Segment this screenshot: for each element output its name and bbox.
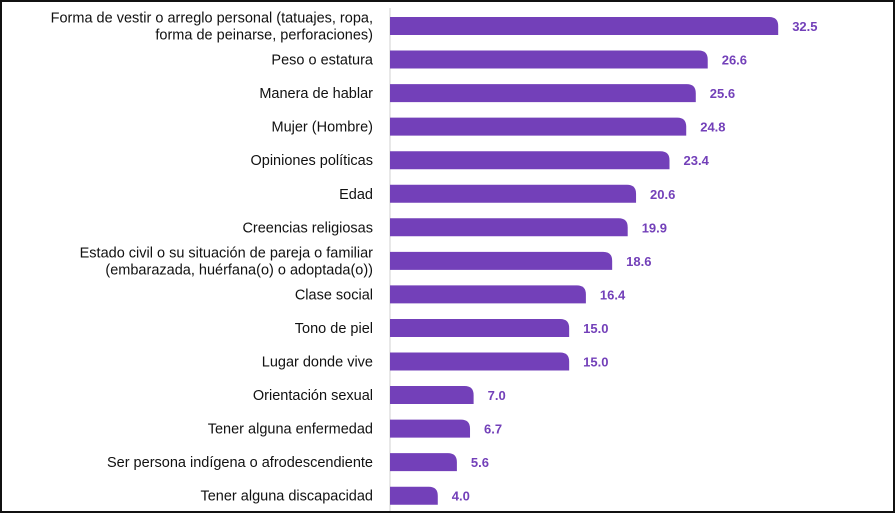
value-label: 24.8 xyxy=(700,120,725,135)
bar xyxy=(390,117,687,136)
value-label: 26.6 xyxy=(722,53,747,68)
category-label: Forma de vestir o arreglo personal (tatu… xyxy=(51,11,373,44)
bar xyxy=(390,386,474,405)
value-label: 20.6 xyxy=(650,187,675,202)
category-labels-layer: Forma de vestir o arreglo personal (tatu… xyxy=(51,11,374,505)
bar xyxy=(390,151,670,170)
category-label: Manera de hablar xyxy=(259,86,373,102)
category-label-line: forma de peinarse, perforaciones) xyxy=(155,28,373,44)
category-label: Tono de piel xyxy=(295,321,373,337)
category-label-line: Tono de piel xyxy=(295,321,373,337)
bar xyxy=(390,318,570,337)
value-label: 15.0 xyxy=(583,355,608,370)
value-label: 23.4 xyxy=(684,153,710,168)
value-label: 15.0 xyxy=(583,321,608,336)
category-label: Estado civil o su situación de pareja o … xyxy=(80,245,374,278)
category-label: Peso o estatura xyxy=(271,53,373,69)
bar xyxy=(390,419,471,438)
value-label: 19.9 xyxy=(642,220,667,235)
value-label: 4.0 xyxy=(452,489,470,504)
category-label-line: Creencias religiosas xyxy=(242,220,373,236)
category-label-line: Peso o estatura xyxy=(271,53,373,69)
category-label-line: Tener alguna enfermedad xyxy=(208,422,373,438)
bar xyxy=(390,184,637,203)
value-label: 16.4 xyxy=(600,287,626,302)
category-label-line: Clase social xyxy=(295,287,373,303)
bar xyxy=(390,17,779,35)
bar xyxy=(390,352,570,371)
category-label-line: Mujer (Hombre) xyxy=(271,120,373,136)
category-label: Orientación sexual xyxy=(253,388,373,404)
category-label: Edad xyxy=(339,187,373,203)
value-label: 6.7 xyxy=(484,422,502,437)
value-label: 5.6 xyxy=(471,455,489,470)
category-label: Lugar donde vive xyxy=(262,355,373,371)
category-label-line: Lugar donde vive xyxy=(262,355,373,371)
bar xyxy=(390,285,586,304)
category-label: Tener alguna enfermedad xyxy=(208,422,373,438)
category-label: Creencias religiosas xyxy=(242,220,373,236)
category-label-line: Manera de hablar xyxy=(259,86,373,102)
bar xyxy=(390,50,708,69)
value-label: 7.0 xyxy=(488,388,506,403)
bar xyxy=(390,453,457,472)
value-label: 32.5 xyxy=(792,19,817,34)
value-label: 18.6 xyxy=(626,254,651,269)
category-label: Tener alguna discapacidad xyxy=(200,489,373,505)
category-label-line: Estado civil o su situación de pareja o … xyxy=(80,245,374,261)
category-label: Ser persona indígena o afrodescendiente xyxy=(107,455,373,471)
bar xyxy=(390,486,438,505)
category-label: Opiniones políticas xyxy=(250,153,373,169)
value-label: 25.6 xyxy=(710,86,735,101)
category-label-line: Edad xyxy=(339,187,373,203)
category-label-line: Orientación sexual xyxy=(253,388,373,404)
category-label: Clase social xyxy=(295,287,373,303)
category-label-line: Opiniones políticas xyxy=(250,153,373,169)
bar xyxy=(390,251,613,270)
category-label-line: Ser persona indígena o afrodescendiente xyxy=(107,455,373,471)
category-label-line: (embarazada, huérfana(o) o adoptada(o)) xyxy=(105,262,373,278)
value-labels-layer: 32.5 26.6 25.6 24.8 23.4 20.6 19.9 18.6 16.4 15.0… xyxy=(452,19,818,504)
category-label-line: Tener alguna discapacidad xyxy=(200,489,373,505)
bars-layer xyxy=(390,17,779,505)
bar xyxy=(390,84,696,103)
category-label: Mujer (Hombre) xyxy=(271,120,373,136)
category-label-line: Forma de vestir o arreglo personal (tatu… xyxy=(51,11,373,27)
bar xyxy=(390,218,628,237)
